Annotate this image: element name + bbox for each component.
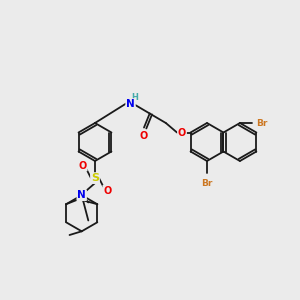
Text: N: N (77, 190, 86, 200)
Text: O: O (103, 186, 112, 196)
Text: N: N (126, 99, 135, 109)
Text: O: O (79, 160, 87, 170)
Text: Br: Br (256, 118, 268, 127)
Text: O: O (178, 128, 186, 137)
Text: O: O (140, 130, 148, 140)
Text: S: S (91, 173, 99, 183)
Text: H: H (131, 94, 138, 103)
Text: Br: Br (201, 178, 213, 188)
